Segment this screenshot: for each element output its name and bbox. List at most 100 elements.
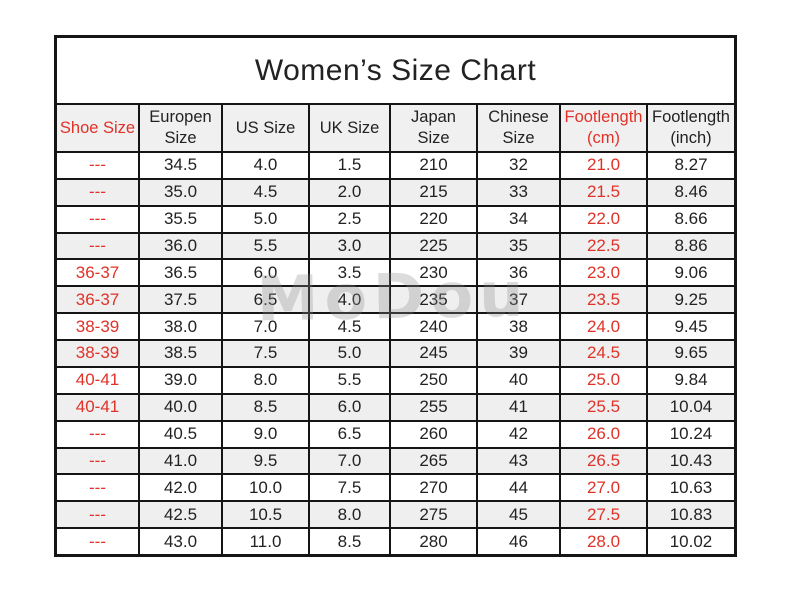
table-cell: 8.86 xyxy=(648,233,734,259)
table-cell: 43 xyxy=(478,448,559,474)
table-cell: 7.0 xyxy=(223,314,308,340)
table-cell: 225 xyxy=(391,233,476,259)
table-cell: 240 xyxy=(391,314,476,340)
table-cell: 7.5 xyxy=(310,475,389,501)
table-cell: 27.5 xyxy=(561,502,646,528)
table-cell: 22.5 xyxy=(561,233,646,259)
chart-title: Women’s Size Chart xyxy=(57,38,734,103)
table-cell: 10.5 xyxy=(223,502,308,528)
table-cell: 45 xyxy=(478,502,559,528)
table-cell: 39.0 xyxy=(140,367,221,393)
table-cell: 8.0 xyxy=(310,502,389,528)
table-cell: 37.5 xyxy=(140,287,221,313)
table-cell: 24.5 xyxy=(561,341,646,366)
table-cell: 38.0 xyxy=(140,314,221,340)
table-cell: 280 xyxy=(391,529,476,554)
table-cell: 38 xyxy=(478,314,559,340)
table-cell: --- xyxy=(57,153,138,178)
table-cell: 34 xyxy=(478,206,559,232)
table-cell: 40-41 xyxy=(57,394,138,420)
table-cell: 215 xyxy=(391,179,476,205)
table-cell: 4.5 xyxy=(223,179,308,205)
table-cell: 38.5 xyxy=(140,341,221,366)
table-cell: 33 xyxy=(478,179,559,205)
table-cell: 9.45 xyxy=(648,314,734,340)
table-cell: 26.0 xyxy=(561,421,646,447)
table-cell: --- xyxy=(57,448,138,474)
table-cell: 10.43 xyxy=(648,448,734,474)
table-cell: 27.0 xyxy=(561,475,646,501)
table-cell: 10.02 xyxy=(648,529,734,554)
table-cell: 40-41 xyxy=(57,367,138,393)
table-cell: 9.0 xyxy=(223,421,308,447)
table-cell: 8.66 xyxy=(648,206,734,232)
column-header: Japan Size xyxy=(391,105,476,151)
size-chart-table: Women’s Size Chart MoDou Shoe Size Europe… xyxy=(54,35,737,557)
table-cell: 26.5 xyxy=(561,448,646,474)
table-cell: 10.63 xyxy=(648,475,734,501)
table-cell: 38-39 xyxy=(57,314,138,340)
table-cell: --- xyxy=(57,421,138,447)
column-header: Shoe Size xyxy=(57,105,138,151)
column-header: US Size xyxy=(223,105,308,151)
table-cell: 44 xyxy=(478,475,559,501)
table-cell: --- xyxy=(57,475,138,501)
table-cell: 8.5 xyxy=(310,529,389,554)
table-cell: 3.0 xyxy=(310,233,389,259)
table-cell: 35.0 xyxy=(140,179,221,205)
table-cell: 38-39 xyxy=(57,341,138,366)
table-cell: 245 xyxy=(391,341,476,366)
table-cell: --- xyxy=(57,179,138,205)
table-cell: 43.0 xyxy=(140,529,221,554)
table-cell: 10.24 xyxy=(648,421,734,447)
table-cell: 10.83 xyxy=(648,502,734,528)
table-cell: 210 xyxy=(391,153,476,178)
table-cell: 11.0 xyxy=(223,529,308,554)
table-cell: 230 xyxy=(391,260,476,286)
table-cell: 5.0 xyxy=(310,341,389,366)
table-cell: 9.84 xyxy=(648,367,734,393)
table-cell: 255 xyxy=(391,394,476,420)
table-cell: 8.27 xyxy=(648,153,734,178)
table-cell: 35 xyxy=(478,233,559,259)
table-cell: 42.5 xyxy=(140,502,221,528)
table-cell: 2.5 xyxy=(310,206,389,232)
table-cell: 23.5 xyxy=(561,287,646,313)
table-cell: 6.0 xyxy=(310,394,389,420)
table-cell: 42 xyxy=(478,421,559,447)
table-cell: 36.0 xyxy=(140,233,221,259)
column-header: Footlength (inch) xyxy=(648,105,734,151)
table-cell: 23.0 xyxy=(561,260,646,286)
table-cell: --- xyxy=(57,206,138,232)
table-cell: 40 xyxy=(478,367,559,393)
table-cell: 41 xyxy=(478,394,559,420)
table-cell: 9.06 xyxy=(648,260,734,286)
table-cell: 1.5 xyxy=(310,153,389,178)
table-cell: 5.5 xyxy=(310,367,389,393)
table-cell: 21.5 xyxy=(561,179,646,205)
table-cell: 34.5 xyxy=(140,153,221,178)
table-cell: 4.0 xyxy=(223,153,308,178)
table-cell: 36-37 xyxy=(57,287,138,313)
table-cell: 32 xyxy=(478,153,559,178)
table-cell: 10.04 xyxy=(648,394,734,420)
table-cell: 6.5 xyxy=(310,421,389,447)
table-cell: 10.0 xyxy=(223,475,308,501)
table-cell: 5.0 xyxy=(223,206,308,232)
table-cell: 21.0 xyxy=(561,153,646,178)
column-header: Chinese Size xyxy=(478,105,559,151)
table-cell: 5.5 xyxy=(223,233,308,259)
table-cell: 8.46 xyxy=(648,179,734,205)
table-cell: 35.5 xyxy=(140,206,221,232)
table-cell: 22.0 xyxy=(561,206,646,232)
table-cell: 24.0 xyxy=(561,314,646,340)
table-cell: 36.5 xyxy=(140,260,221,286)
table-cell: 9.5 xyxy=(223,448,308,474)
table-cell: 39 xyxy=(478,341,559,366)
table-cell: 7.0 xyxy=(310,448,389,474)
table-cell: 36-37 xyxy=(57,260,138,286)
table-cell: --- xyxy=(57,233,138,259)
table-cell: 40.5 xyxy=(140,421,221,447)
table-cell: 235 xyxy=(391,287,476,313)
